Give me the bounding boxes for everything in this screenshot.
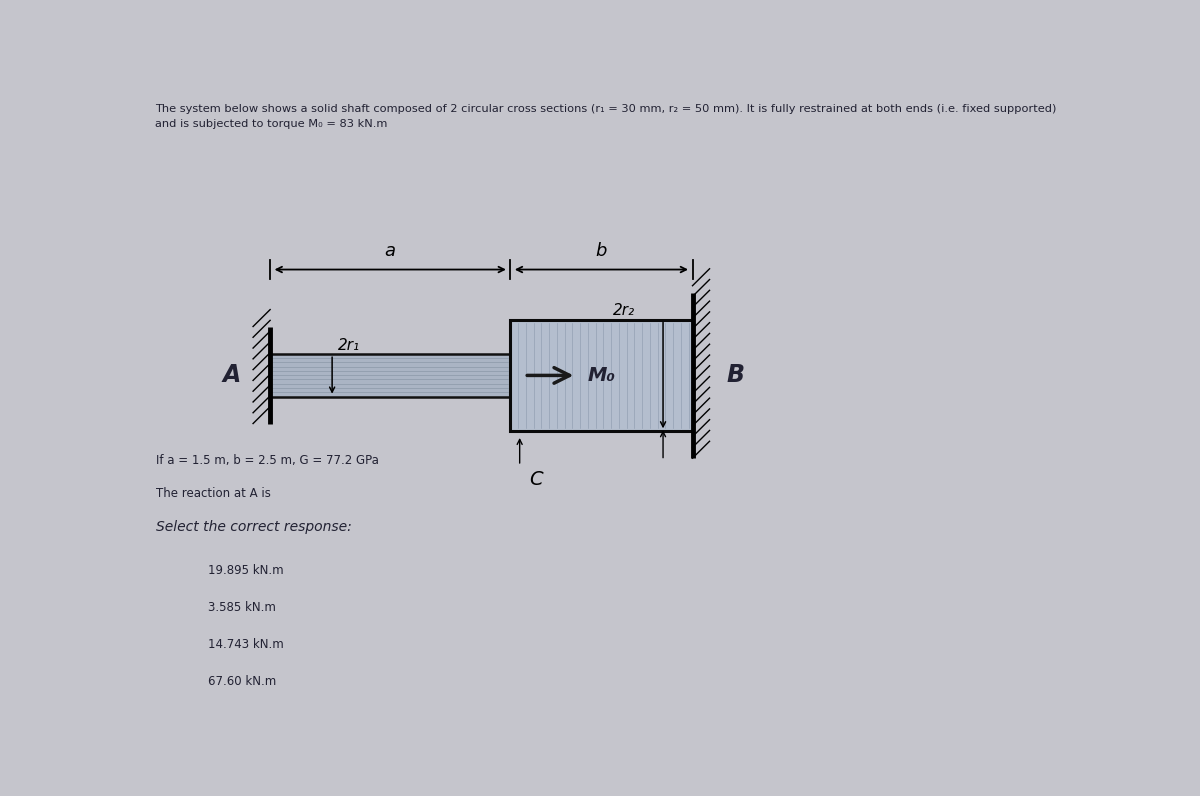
Text: 19.895 kN.m: 19.895 kN.m <box>208 564 283 576</box>
Bar <box>270 354 510 396</box>
Text: 3.585 kN.m: 3.585 kN.m <box>208 601 276 614</box>
Text: M₀: M₀ <box>588 366 616 385</box>
Text: A: A <box>222 364 240 388</box>
Bar <box>510 319 692 431</box>
Text: 67.60 kN.m: 67.60 kN.m <box>208 674 276 688</box>
Text: 2r₂: 2r₂ <box>613 303 635 318</box>
Text: C: C <box>529 470 542 489</box>
Text: 14.743 kN.m: 14.743 kN.m <box>208 638 284 650</box>
Text: and is subjected to torque M₀ = 83 kN.m: and is subjected to torque M₀ = 83 kN.m <box>155 119 388 130</box>
Text: b: b <box>595 241 607 259</box>
Text: B: B <box>726 364 744 388</box>
Text: a: a <box>385 241 396 259</box>
Text: If a = 1.5 m, b = 2.5 m, G = 77.2 GPa: If a = 1.5 m, b = 2.5 m, G = 77.2 GPa <box>156 455 379 467</box>
Text: Select the correct response:: Select the correct response: <box>156 520 352 534</box>
Text: 2r₁: 2r₁ <box>338 338 360 353</box>
Text: The reaction at A is: The reaction at A is <box>156 486 271 500</box>
Text: The system below shows a solid shaft composed of 2 circular cross sections (r₁ =: The system below shows a solid shaft com… <box>155 104 1056 114</box>
